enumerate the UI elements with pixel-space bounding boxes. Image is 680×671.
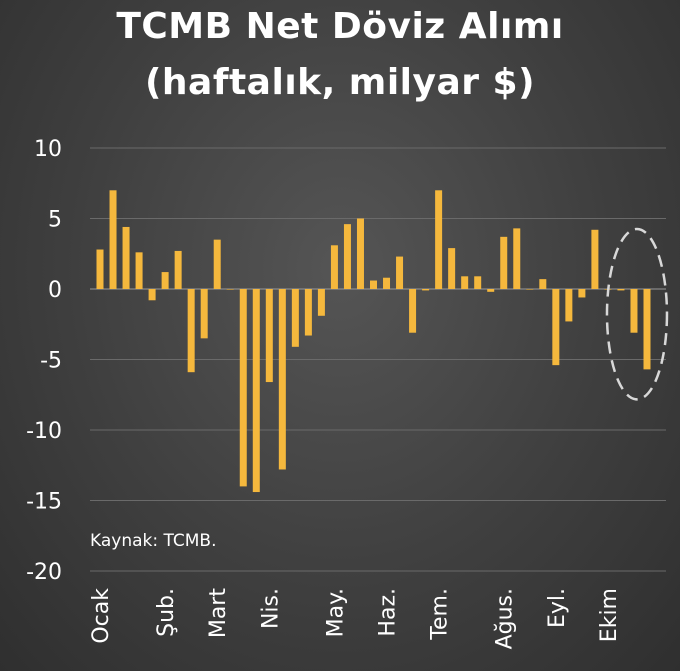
bar — [383, 277, 391, 289]
bar — [161, 272, 169, 289]
x-tick-label: Mart — [206, 588, 231, 639]
source-note: Kaynak: TCMB. — [90, 531, 217, 551]
bar — [474, 276, 482, 289]
chart-subtitle: (haftalık, milyar $) — [144, 62, 536, 103]
bar — [174, 250, 182, 289]
bar — [226, 289, 234, 290]
bar — [409, 289, 417, 333]
bar — [422, 289, 430, 291]
bar — [330, 245, 338, 289]
bar — [122, 226, 130, 289]
x-tick-label: Haz. — [376, 588, 401, 637]
bar — [500, 236, 508, 289]
x-tick-label: Ağus. — [493, 588, 518, 649]
x-tick-label: Şub. — [154, 588, 179, 637]
y-tick-label: -15 — [26, 490, 62, 515]
bar — [513, 228, 521, 289]
bar — [304, 289, 312, 336]
bar — [370, 280, 377, 289]
bar — [265, 289, 273, 383]
bar — [200, 289, 208, 339]
bar — [617, 289, 625, 291]
bar — [187, 289, 195, 373]
y-tick-label: -5 — [40, 349, 62, 374]
x-tick-label: Tem. — [428, 588, 453, 641]
y-tick-label: 0 — [48, 278, 62, 303]
bar — [148, 289, 156, 301]
bar — [356, 218, 364, 289]
bar — [643, 289, 651, 370]
bar — [552, 289, 560, 366]
bar — [96, 249, 104, 289]
bar — [487, 289, 495, 292]
x-tick-label: Ekim — [597, 588, 622, 642]
x-tick-label: Ocak — [89, 588, 114, 644]
x-tick-label: May. — [323, 588, 348, 637]
bar — [291, 289, 299, 347]
y-tick-label: -20 — [26, 560, 62, 585]
y-tick-label: 10 — [34, 137, 62, 162]
bar — [461, 276, 469, 289]
bar — [539, 279, 547, 289]
bar — [278, 289, 286, 470]
bar — [630, 289, 638, 333]
bar — [213, 239, 221, 289]
bar — [343, 224, 351, 289]
bar — [252, 289, 260, 493]
bar — [591, 229, 599, 289]
bar — [396, 256, 404, 289]
bar — [109, 190, 117, 289]
bar — [239, 289, 247, 487]
bar — [448, 248, 456, 289]
y-tick-label: -10 — [26, 419, 62, 444]
y-tick-label: 5 — [48, 208, 62, 233]
bar — [135, 252, 143, 289]
x-tick-label: Nis. — [258, 588, 283, 629]
bar — [526, 289, 534, 290]
bar — [317, 289, 325, 316]
bar — [578, 289, 586, 298]
highlight-dashed-ellipse — [605, 227, 669, 401]
x-tick-label: Eyl. — [545, 588, 570, 628]
bar — [565, 289, 573, 322]
bar — [435, 190, 443, 289]
chart-title: TCMB Net Döviz Alımı — [116, 6, 564, 47]
